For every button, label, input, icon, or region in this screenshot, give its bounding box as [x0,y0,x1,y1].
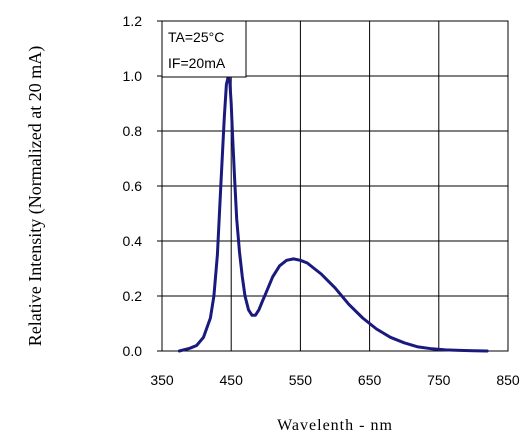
x-tick-label: 850 [496,372,520,388]
x-axis-label: Wavelenth - nm [277,417,393,434]
spectrum-series-line [177,74,489,353]
annotation-box-frame [161,20,247,78]
condition-annotation: TA=25°C IF=20mA [161,20,247,78]
x-tick-label: 350 [150,372,174,388]
y-tick-label: 0.2 [123,288,143,304]
annotation-current: IF=20mA [168,55,226,71]
y-tick-label: 0.0 [123,343,143,359]
y-tick-label: 0.6 [123,178,143,194]
x-tick-label: 450 [220,372,244,388]
y-tick-label: 1.0 [123,68,143,84]
x-tick-label: 750 [427,372,451,388]
axis-ticks: 350 450 550 650 750 850 0.0 0.2 0.4 0.6 0.8 1.0 1.2 [123,13,520,388]
x-tick-label: 650 [358,372,382,388]
y-tick-label: 0.4 [123,233,143,249]
annotation-temperature: TA=25°C [168,29,224,45]
x-tick-label: 550 [289,372,313,388]
y-tick-label: 0.8 [123,123,143,139]
y-tick-label: 1.2 [123,13,143,29]
y-axis-label: Relative Intensity (Normalized at 20 mA) [25,46,46,346]
series-layer [177,74,489,353]
